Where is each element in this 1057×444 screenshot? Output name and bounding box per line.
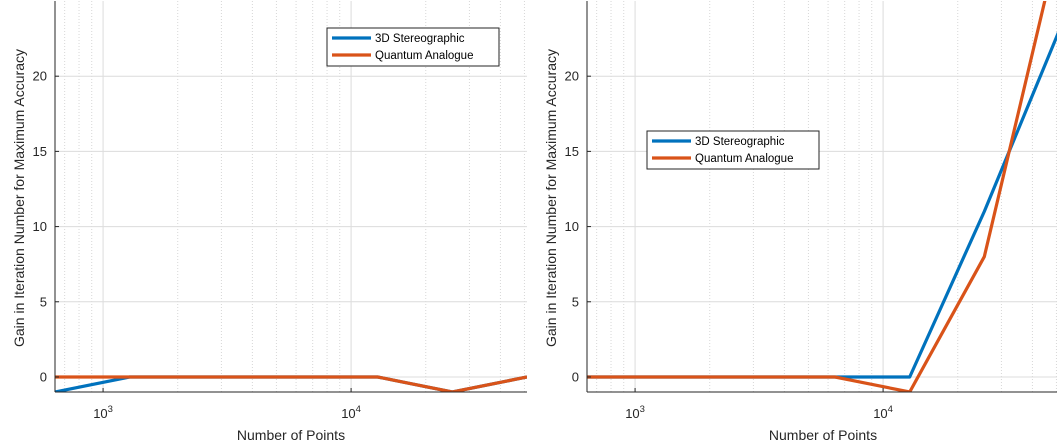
y-tick-label: 0: [572, 369, 579, 384]
major-gridlines: [587, 1, 1057, 392]
x-tick-label: 104: [873, 404, 893, 421]
series-line-quantum-analogue: [587, 1, 1047, 392]
y-tick-label: 20: [33, 69, 47, 84]
y-tick-label: 0: [40, 369, 47, 384]
legend-entry-label: 3D Stereographic: [375, 33, 465, 45]
chart-panel-right: 0 5 10 15 20 103 104 Number of Points Gain in It…: [543, 1, 1057, 443]
x-axis-label: Number of Points: [237, 427, 345, 443]
y-tick-label: 20: [565, 69, 579, 84]
y-tick-label: 15: [33, 144, 47, 159]
minor-gridlines: [596, 1, 1057, 392]
x-tick-label: 103: [93, 404, 113, 421]
y-axis-label: Gain in Iteration Number for Maximum Acc…: [543, 49, 559, 347]
legend-entry-label: Quantum Analogue: [375, 50, 473, 62]
series-line-3d-stereographic: [587, 31, 1057, 379]
x-tick-label: 104: [341, 404, 361, 421]
legend: 3D Stereographic Quantum Analogue: [646, 130, 820, 170]
legend-box: [646, 130, 820, 170]
y-tick-label: 5: [40, 294, 47, 309]
legend-entry-label: Quantum Analogue: [695, 153, 793, 165]
x-tick-label: 103: [625, 404, 645, 421]
legend-entry-label: 3D Stereographic: [695, 136, 785, 148]
y-tick-label: 5: [572, 294, 579, 309]
plot-area: [55, 1, 527, 392]
series-line-quantum-analogue: [55, 375, 527, 392]
chart-panel-left: 0 5 10 15 20 103 104 Number of Points Gain in It…: [11, 1, 527, 443]
y-tick-label: 10: [33, 219, 47, 234]
y-tick-label: 10: [565, 219, 579, 234]
y-tick-label: 15: [565, 144, 579, 159]
legend: 3D Stereographic Quantum Analogue: [326, 27, 500, 67]
y-axis-label: Gain in Iteration Number for Maximum Acc…: [11, 49, 27, 347]
plot-area: [587, 1, 1057, 392]
x-axis-label: Number of Points: [769, 427, 877, 443]
legend-box: [326, 27, 500, 67]
minor-gridlines: [64, 1, 525, 392]
